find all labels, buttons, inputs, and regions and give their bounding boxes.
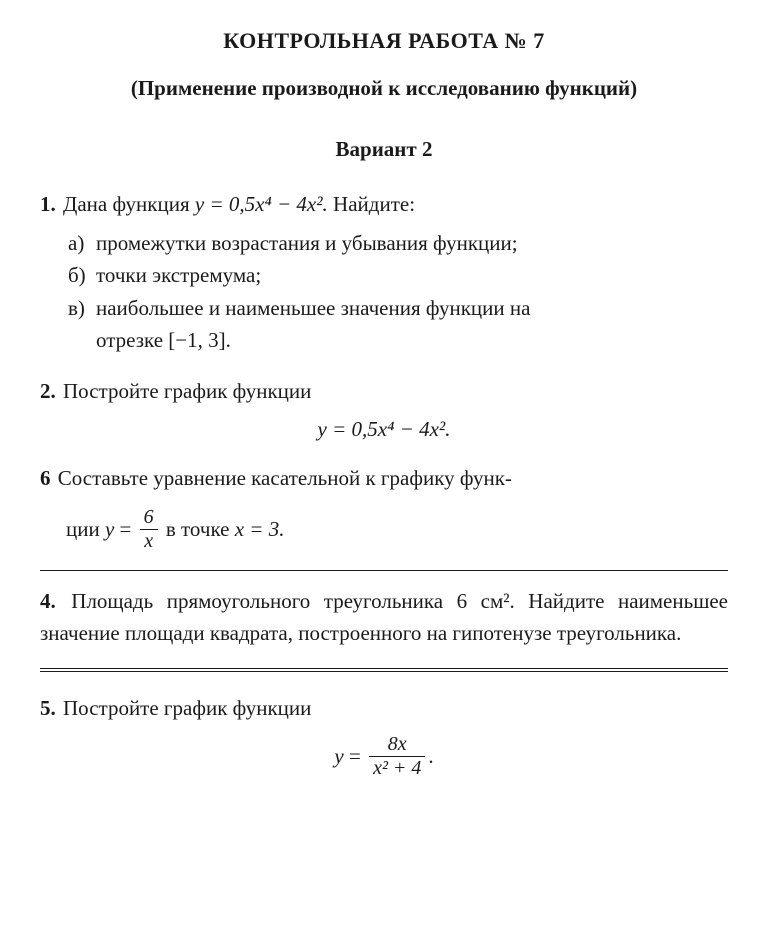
subitem-label: а) xyxy=(68,227,96,260)
task-func-rhs: = 0,5x⁴ − 4x². xyxy=(204,192,328,216)
frac-num: 6 xyxy=(140,507,158,530)
task-5-formula: y = 8xx² + 4. xyxy=(40,734,728,779)
subitem-label: б) xyxy=(68,259,96,292)
x-eq-3: x = 3. xyxy=(235,517,285,541)
task-tail: Найдите: xyxy=(328,192,415,216)
document-page: КОНТРОЛЬНАЯ РАБОТА № 7 (Применение произ… xyxy=(0,0,768,943)
task-number: 2. xyxy=(40,379,56,403)
task-text: Постройте график функции xyxy=(63,696,311,720)
frac-den: x² + 4 xyxy=(369,757,425,779)
task-3: 6 Составьте уравнение касательной к граф… xyxy=(40,462,728,551)
subitem-text: точки экстремума; xyxy=(96,259,261,292)
subitem-label: в) xyxy=(68,292,96,325)
task-1c-cont: отрезке [−1, 3]. xyxy=(68,324,728,357)
fraction-6-over-x: 6x xyxy=(140,507,158,552)
task-5: 5. Постройте график функции y = 8xx² + 4… xyxy=(40,692,728,779)
eq-sign: = xyxy=(114,517,136,541)
task-1-subitems: а) промежутки возрастания и убывания фун… xyxy=(68,227,728,357)
task-2: 2. Постройте график функции y = 0,5x⁴ − … xyxy=(40,375,728,443)
task-1a: а) промежутки возрастания и убывания фун… xyxy=(68,227,728,260)
formula-tail: . xyxy=(428,744,433,768)
separator-single xyxy=(40,570,728,571)
formula-lhs: y xyxy=(318,417,327,441)
task-lead: Дана функция xyxy=(63,192,195,216)
subitem-text: промежутки возрастания и убывания функци… xyxy=(96,227,518,260)
frac-num: 8x xyxy=(369,734,425,757)
task-text-line1: Составьте уравнение касательной к график… xyxy=(58,466,512,490)
task-number: 4. xyxy=(40,589,56,613)
page-subtitle: (Применение производной к исследованию ф… xyxy=(40,76,728,101)
y-var: y xyxy=(105,517,114,541)
subitem-text: отрезке [−1, 3]. xyxy=(96,324,231,357)
y-var: y xyxy=(334,744,343,768)
task-number: 1. xyxy=(40,192,56,216)
task-1b: б) точки экстремума; xyxy=(68,259,728,292)
subitem-label-empty xyxy=(68,324,96,357)
fraction-8x-over-x2p4: 8xx² + 4 xyxy=(369,734,425,779)
task-number: 5. xyxy=(40,696,56,720)
task-1c: в) наибольшее и наименьшее значения функ… xyxy=(68,292,728,325)
task-text: Площадь прямоугольного треугольника 6 см… xyxy=(40,589,728,646)
task-2-formula: y = 0,5x⁴ − 4x². xyxy=(40,417,728,442)
separator-double xyxy=(40,668,728,672)
eq-sign: = xyxy=(344,744,366,768)
task-4: 4. Площадь прямоугольного треугольника 6… xyxy=(40,585,728,650)
subitem-text: наибольшее и наименьшее значения функции… xyxy=(96,292,530,325)
task-number: 6 xyxy=(40,466,51,490)
task-text: Постройте график функции xyxy=(63,379,311,403)
task-text-line2b: в точке xyxy=(161,517,235,541)
task-text-line2a: ции xyxy=(66,517,105,541)
formula-rhs: = 0,5x⁴ − 4x². xyxy=(327,417,451,441)
variant-heading: Вариант 2 xyxy=(40,137,728,162)
task-func-lhs: y xyxy=(195,192,204,216)
frac-den: x xyxy=(140,530,158,552)
page-title: КОНТРОЛЬНАЯ РАБОТА № 7 xyxy=(40,28,728,54)
task-1: 1. Дана функция y = 0,5x⁴ − 4x². Найдите… xyxy=(40,188,728,357)
